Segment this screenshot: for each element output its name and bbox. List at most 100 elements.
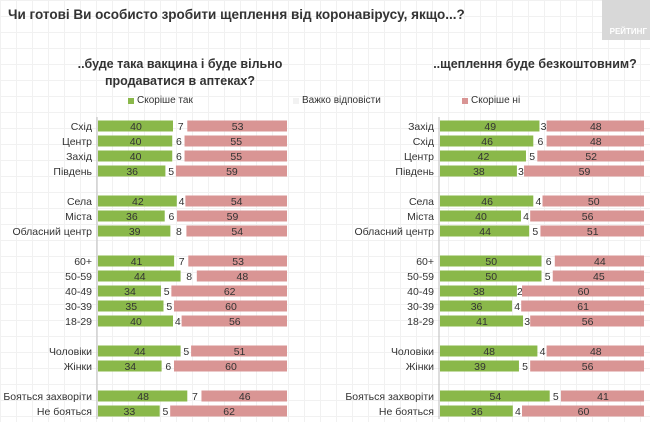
bar-yes: [440, 315, 524, 327]
category-label: Бояться захворіти: [3, 391, 92, 403]
bar-yes: [440, 255, 542, 267]
value-label-hard: 3: [518, 166, 524, 178]
value-label-hard: 7: [178, 121, 184, 133]
bar-yes: [98, 150, 173, 162]
category-label: Схід: [413, 136, 434, 148]
value-label-hard: 7: [192, 391, 198, 403]
category-label: Центр: [62, 136, 92, 148]
bar-yes: [440, 195, 534, 207]
value-label-no: 54: [231, 226, 243, 238]
value-label-no: 45: [593, 271, 605, 283]
bar-yes: [440, 285, 517, 297]
value-label-hard: 5: [532, 226, 538, 238]
category-label: 50-59: [407, 271, 434, 283]
value-label-yes: 40: [130, 121, 142, 133]
bar-yes: [98, 360, 162, 372]
category-label: Обласний центр: [12, 226, 92, 238]
value-label-yes: 40: [130, 316, 142, 328]
bar-no: [196, 270, 287, 282]
value-label-hard: 5: [163, 406, 169, 418]
value-label-no: 59: [579, 166, 591, 178]
value-label-yes: 46: [481, 196, 493, 208]
category-label: 40-49: [65, 286, 92, 298]
value-label-hard: 4: [535, 196, 541, 208]
bar-yes: [440, 390, 550, 402]
bar-no: [522, 285, 644, 297]
category-label: Села: [67, 196, 92, 208]
value-label-no: 56: [229, 316, 241, 328]
legend-item-no: Скоріше ні: [462, 95, 520, 106]
bar-yes: [440, 210, 521, 222]
bar-yes: [98, 300, 164, 312]
value-label-no: 62: [224, 286, 236, 298]
value-label-no: 53: [232, 256, 244, 268]
value-label-yes: 39: [129, 226, 141, 238]
value-label-no: 55: [230, 136, 242, 148]
bar-no: [542, 195, 644, 207]
category-label: Жінки: [64, 361, 92, 373]
bar-yes: [98, 165, 166, 177]
value-label-yes: 49: [484, 121, 496, 133]
category-label: 18-29: [407, 316, 434, 328]
value-label-no: 52: [585, 151, 597, 163]
category-label: Захід: [408, 121, 434, 133]
bar-no: [552, 270, 644, 282]
value-label-yes: 40: [475, 211, 487, 223]
category-label: 40-49: [407, 286, 434, 298]
bar-no: [521, 300, 644, 312]
bar-no: [174, 360, 287, 372]
value-label-hard: 2: [517, 286, 523, 298]
category-label: Чоловіки: [49, 346, 92, 358]
bar-yes: [98, 225, 171, 237]
value-label-hard: 5: [183, 346, 189, 358]
value-label-no: 60: [578, 286, 590, 298]
value-label-yes: 46: [481, 136, 493, 148]
bar-no: [187, 120, 287, 132]
value-label-hard: 3: [541, 121, 547, 133]
bar-no: [530, 315, 644, 327]
value-label-no: 46: [239, 391, 251, 403]
value-label-no: 60: [225, 361, 237, 373]
bar-no: [175, 165, 287, 177]
value-label-yes: 42: [478, 151, 490, 163]
category-label: 30-39: [407, 301, 434, 313]
value-label-yes: 35: [125, 301, 137, 313]
value-label-hard: 5: [522, 361, 528, 373]
category-label: 18-29: [65, 316, 92, 328]
bar-yes: [98, 390, 188, 402]
value-label-no: 48: [590, 346, 602, 358]
category-label: Центр: [404, 151, 434, 163]
value-label-yes: 54: [490, 391, 502, 403]
bar-no: [186, 225, 287, 237]
value-label-hard: 4: [179, 196, 185, 208]
right-chart-subtitle: ..щеплення буде безкоштовним?: [433, 57, 637, 71]
value-label-yes: 48: [137, 391, 149, 403]
category-label: Схід: [71, 121, 92, 133]
value-label-hard: 6: [176, 151, 182, 163]
value-label-no: 56: [582, 316, 594, 328]
bar-yes: [440, 120, 540, 132]
bar-yes: [98, 255, 175, 267]
bar-yes: [440, 360, 519, 372]
bar-no: [185, 195, 287, 207]
category-label: Південь: [53, 166, 92, 178]
value-label-hard: 6: [176, 136, 182, 148]
value-label-hard: 5: [529, 151, 535, 163]
bar-yes: [98, 315, 173, 327]
bar-yes: [440, 270, 542, 282]
bar-yes: [440, 150, 526, 162]
category-label: Жінки: [406, 361, 434, 373]
category-label: Міста: [407, 211, 434, 223]
category-label: Чоловіки: [391, 346, 434, 358]
bar-no: [560, 390, 644, 402]
category-label: Не бояться: [379, 406, 434, 418]
value-label-hard: 4: [175, 316, 181, 328]
value-label-no: 59: [226, 166, 238, 178]
value-label-hard: 4: [515, 406, 521, 418]
value-label-yes: 36: [126, 166, 138, 178]
bar-no: [177, 210, 287, 222]
bar-no: [530, 360, 644, 372]
bar-no: [546, 135, 644, 147]
value-label-no: 51: [234, 346, 246, 358]
value-label-no: 51: [587, 226, 599, 238]
